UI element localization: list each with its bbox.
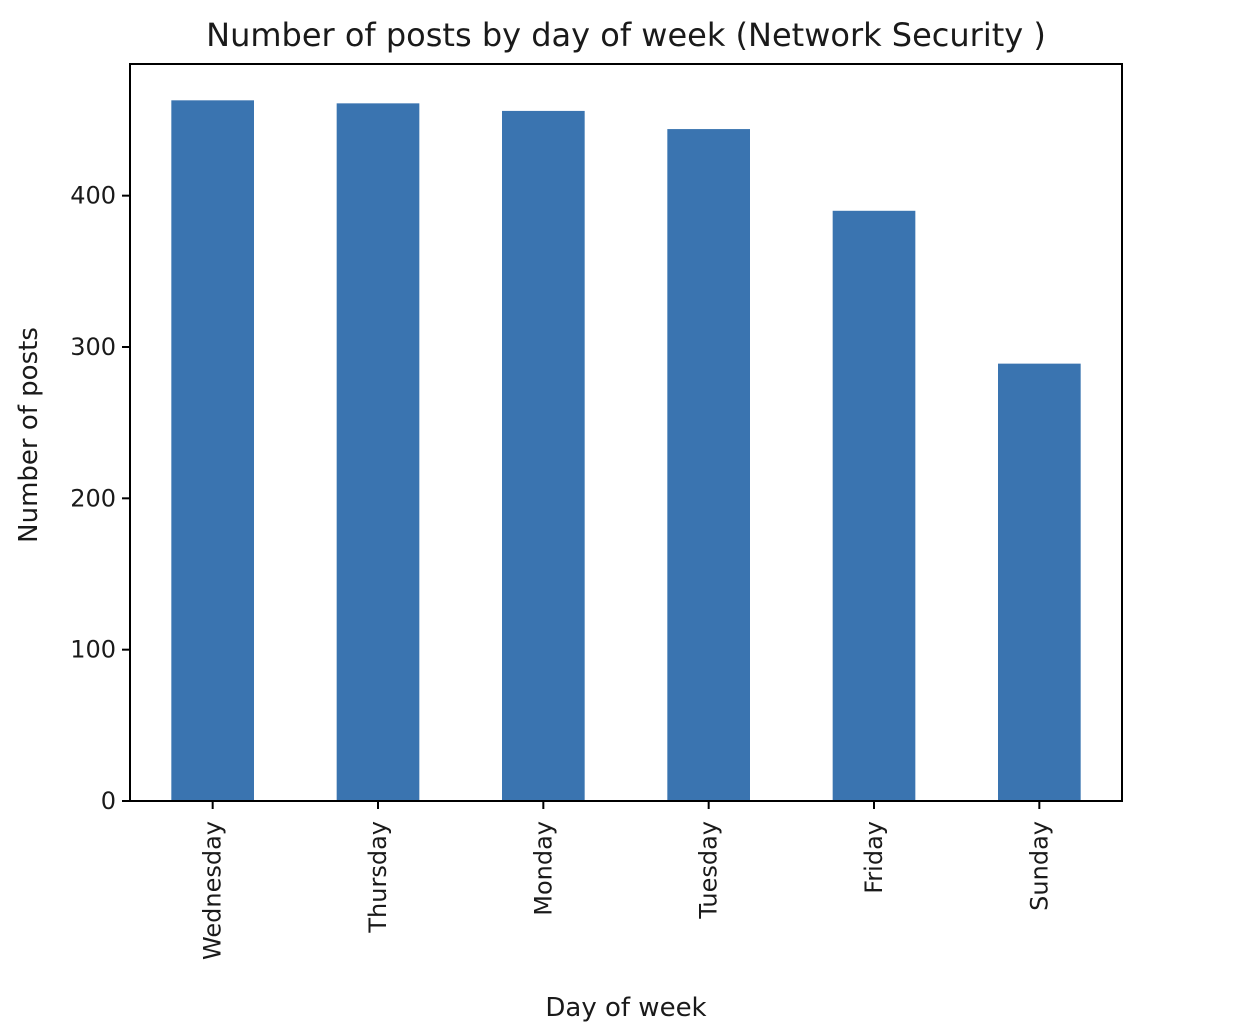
x-tick-label: Thursday: [364, 821, 392, 934]
x-tick-label: Tuesday: [695, 821, 723, 920]
x-tick-label: Sunday: [1025, 821, 1053, 911]
bar-friday: [832, 210, 916, 802]
bar-tuesday: [667, 129, 750, 801]
y-tick-label: 400: [70, 182, 116, 210]
bars-group: [171, 100, 1081, 802]
bar-wednesday: [171, 100, 254, 801]
y-axis-label: Number of posts: [14, 327, 44, 543]
bar-sunday: [998, 363, 1081, 801]
plot-area: [129, 63, 1123, 802]
bar-monday: [502, 110, 585, 801]
chart-title: Number of posts by day of week (Network …: [206, 16, 1046, 54]
x-axis: Wednesday Thursday Monday Tuesday Friday Sund…: [199, 801, 1053, 960]
x-tick-label: Wednesday: [199, 821, 227, 960]
y-axis: 0 100 200 300 400: [70, 182, 130, 815]
y-tick-label: 200: [70, 484, 116, 512]
bar-thursday: [336, 103, 420, 802]
y-tick-label: 100: [70, 636, 116, 664]
x-tick-label: Friday: [860, 821, 888, 894]
x-tick-label: Monday: [529, 821, 557, 916]
y-tick-label: 0: [101, 787, 116, 815]
x-axis-label: Day of week: [545, 993, 706, 1023]
y-tick-label: 300: [70, 333, 116, 361]
